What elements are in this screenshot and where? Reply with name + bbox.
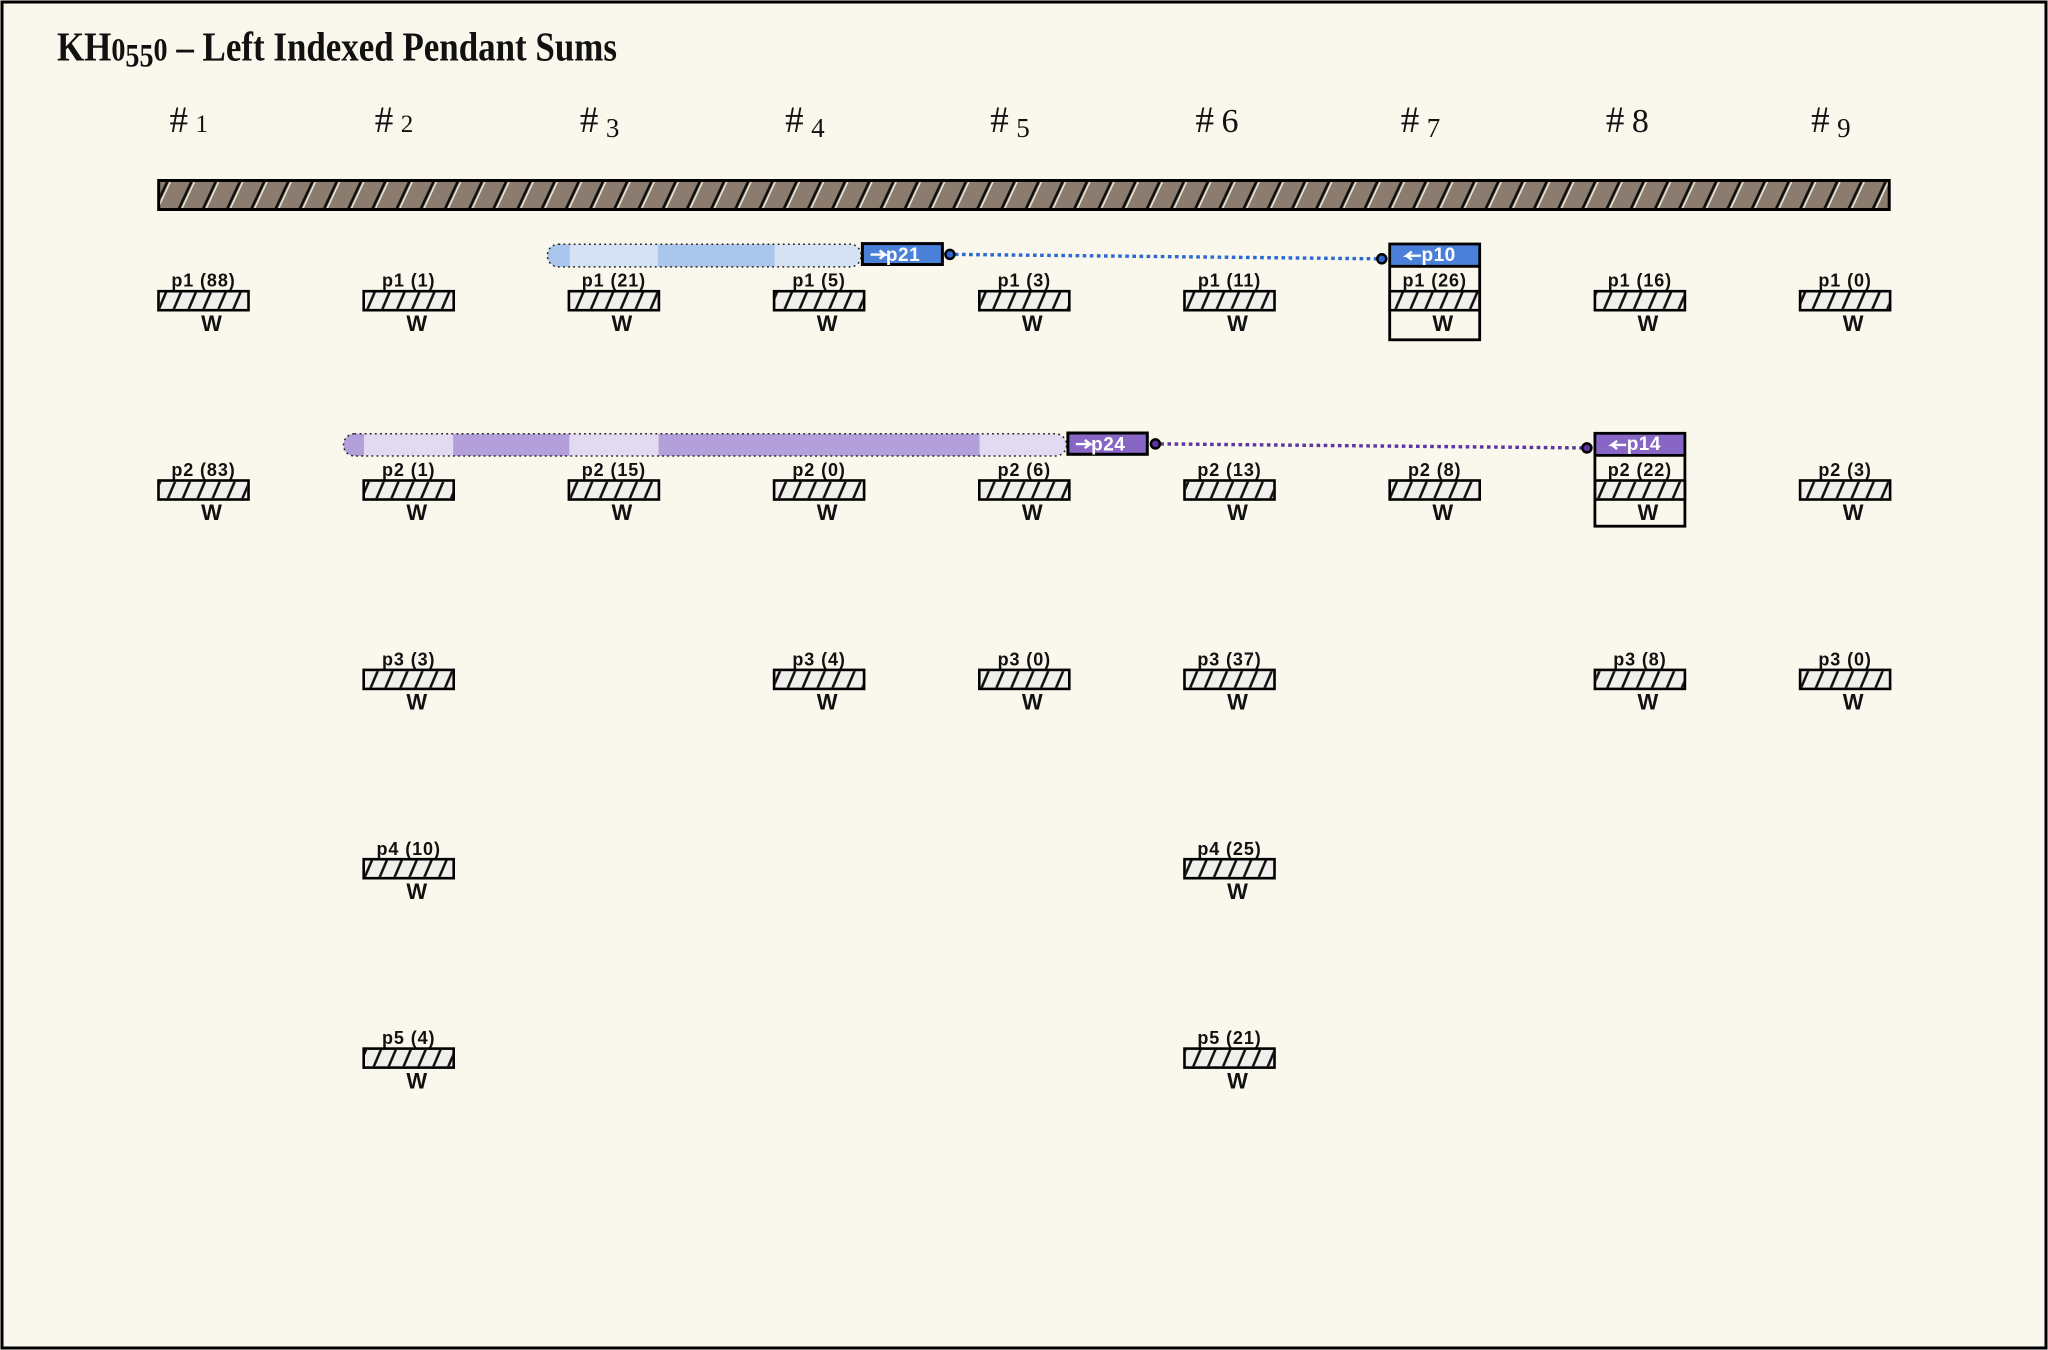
svg-text:p2 (1): p2 (1)	[382, 460, 435, 480]
svg-text:7: 7	[1427, 113, 1441, 143]
svg-text:p2 (15): p2 (15)	[582, 460, 646, 480]
svg-text:W: W	[1638, 690, 1659, 715]
svg-text:p1 (1): p1 (1)	[382, 271, 435, 291]
svg-text:p2 (22): p2 (22)	[1608, 460, 1672, 480]
svg-text:p4 (10): p4 (10)	[377, 839, 441, 859]
svg-text:W: W	[1638, 500, 1659, 525]
svg-text:p1 (5): p1 (5)	[792, 271, 845, 291]
svg-text:W: W	[406, 879, 427, 904]
svg-text:p4 (25): p4 (25)	[1197, 839, 1261, 859]
svg-text:p3 (0): p3 (0)	[998, 649, 1051, 669]
svg-text:p3 (37): p3 (37)	[1197, 649, 1261, 669]
svg-text:W: W	[1432, 500, 1453, 525]
svg-text:#: #	[990, 100, 1009, 141]
svg-text:W: W	[1843, 311, 1864, 336]
svg-text:W: W	[406, 311, 427, 336]
svg-text:W: W	[612, 500, 633, 525]
svg-text:p1 (11): p1 (11)	[1198, 271, 1261, 291]
svg-text:2: 2	[401, 111, 414, 138]
svg-text:1: 1	[196, 111, 209, 138]
svg-text:#: #	[580, 100, 599, 141]
svg-text:p24: p24	[1091, 434, 1125, 455]
svg-text:W: W	[1432, 311, 1453, 336]
svg-text:8: 8	[1632, 103, 1649, 140]
svg-text:W: W	[201, 500, 222, 525]
svg-text:#: #	[785, 100, 804, 141]
svg-text:p3 (8): p3 (8)	[1613, 649, 1666, 669]
svg-text:W: W	[1227, 690, 1248, 715]
svg-text:W: W	[817, 500, 838, 525]
svg-text:W: W	[1022, 500, 1043, 525]
svg-text:p1 (16): p1 (16)	[1608, 271, 1672, 291]
svg-text:p1 (0): p1 (0)	[1818, 271, 1871, 291]
svg-text:W: W	[1022, 690, 1043, 715]
svg-text:p1 (21): p1 (21)	[582, 271, 646, 291]
svg-text:p2 (3): p2 (3)	[1818, 460, 1871, 480]
svg-text:W: W	[201, 311, 222, 336]
svg-text:W: W	[1227, 879, 1248, 904]
svg-text:#: #	[375, 100, 394, 141]
svg-text:p2 (0): p2 (0)	[792, 460, 845, 480]
svg-text:p3 (0): p3 (0)	[1818, 649, 1871, 669]
svg-text:W: W	[612, 311, 633, 336]
svg-text:W: W	[817, 690, 838, 715]
svg-text:p14: p14	[1627, 434, 1661, 455]
svg-text:W: W	[1227, 500, 1248, 525]
svg-text:p2 (6): p2 (6)	[998, 460, 1051, 480]
svg-text:W: W	[1843, 500, 1864, 525]
svg-text:5: 5	[1016, 113, 1030, 143]
svg-text:p10: p10	[1422, 245, 1456, 266]
svg-text:W: W	[406, 690, 427, 715]
svg-text:p1 (26): p1 (26)	[1403, 271, 1467, 291]
svg-text:p2 (8): p2 (8)	[1408, 460, 1461, 480]
svg-text:#: #	[170, 100, 189, 141]
svg-text:9: 9	[1837, 113, 1851, 143]
svg-text:p2 (83): p2 (83)	[171, 460, 235, 480]
svg-text:6: 6	[1222, 103, 1239, 140]
svg-text:p3 (3): p3 (3)	[382, 649, 435, 669]
svg-text:W: W	[1022, 311, 1043, 336]
svg-text:p21: p21	[886, 245, 920, 266]
svg-text:p1 (88): p1 (88)	[171, 271, 235, 291]
svg-text:#: #	[1811, 100, 1830, 141]
svg-text:p5 (4): p5 (4)	[382, 1028, 435, 1048]
svg-text:p2 (13): p2 (13)	[1197, 460, 1261, 480]
svg-text:p3 (4): p3 (4)	[792, 649, 845, 669]
svg-text:p5 (21): p5 (21)	[1197, 1028, 1261, 1048]
svg-text:W: W	[1638, 311, 1659, 336]
svg-text:#: #	[1196, 100, 1215, 141]
svg-text:W: W	[817, 311, 838, 336]
svg-text:W: W	[406, 1068, 427, 1093]
svg-text:W: W	[1227, 1068, 1248, 1093]
svg-text:p1 (3): p1 (3)	[998, 271, 1051, 291]
svg-text:#: #	[1401, 100, 1420, 141]
svg-text:4: 4	[811, 113, 825, 143]
svg-text:3: 3	[606, 113, 620, 143]
svg-text:W: W	[406, 500, 427, 525]
svg-text:#: #	[1606, 100, 1625, 141]
svg-text:W: W	[1843, 690, 1864, 715]
svg-text:W: W	[1227, 311, 1248, 336]
